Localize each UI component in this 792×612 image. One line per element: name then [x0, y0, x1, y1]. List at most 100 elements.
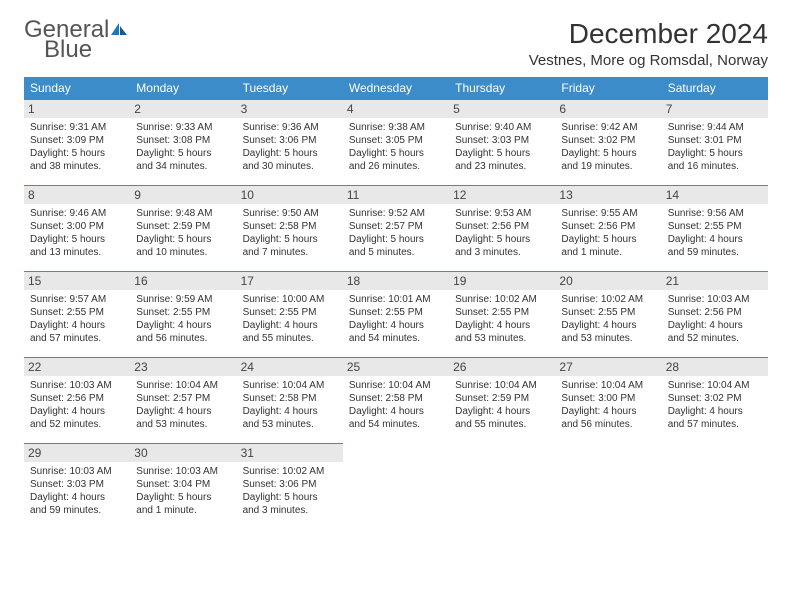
- daylight-text: Daylight: 4 hours and 57 minutes.: [30, 319, 124, 345]
- sunset-text: Sunset: 2:59 PM: [455, 392, 549, 405]
- sunset-text: Sunset: 2:56 PM: [668, 306, 762, 319]
- sunset-text: Sunset: 3:08 PM: [136, 134, 230, 147]
- daylight-text: Daylight: 4 hours and 56 minutes.: [561, 405, 655, 431]
- sunset-text: Sunset: 2:56 PM: [561, 220, 655, 233]
- day-number: 13: [555, 186, 661, 204]
- calendar-day-cell: [343, 444, 449, 530]
- day-info: Sunrise: 10:02 AMSunset: 3:06 PMDaylight…: [243, 465, 337, 517]
- day-number: 12: [449, 186, 555, 204]
- day-number: 2: [130, 100, 236, 118]
- day-number: 22: [24, 358, 130, 376]
- sunset-text: Sunset: 2:55 PM: [561, 306, 655, 319]
- calendar-day-cell: 24 Sunrise: 10:04 AMSunset: 2:58 PMDaylig…: [237, 358, 343, 444]
- day-info: Sunrise: 10:01 AMSunset: 2:55 PMDaylight…: [349, 293, 443, 345]
- daylight-text: Daylight: 4 hours and 52 minutes.: [668, 319, 762, 345]
- daylight-text: Daylight: 5 hours and 16 minutes.: [668, 147, 762, 173]
- location-text: Vestnes, More og Romsdal, Norway: [529, 52, 768, 69]
- sunrise-text: Sunrise: 9:52 AM: [349, 207, 443, 220]
- sunrise-text: Sunrise: 9:50 AM: [243, 207, 337, 220]
- day-info: Sunrise: 10:02 AMSunset: 2:55 PMDaylight…: [561, 293, 655, 345]
- daylight-text: Daylight: 4 hours and 54 minutes.: [349, 319, 443, 345]
- calendar-day-cell: 22Sunrise: 10:03 AMSunset: 2:56 PMDaylig…: [24, 358, 130, 444]
- calendar-day-cell: 27 Sunrise: 10:04 AMSunset: 3:00 PMDaylig…: [555, 358, 661, 444]
- day-info: Sunrise: 10:04 AMSunset: 3:00 PMDaylight…: [561, 379, 655, 431]
- day-number: 4: [343, 100, 449, 118]
- day-number: 1: [24, 100, 130, 118]
- daylight-text: Daylight: 5 hours and 19 minutes.: [561, 147, 655, 173]
- sunrise-text: Sunrise: 10:03 AM: [668, 293, 762, 306]
- sunset-text: Sunset: 2:59 PM: [136, 220, 230, 233]
- sunrise-text: Sunrise: 10:04 AM: [136, 379, 230, 392]
- day-info: Sunrise: 10:02 AMSunset: 2:55 PMDaylight…: [455, 293, 549, 345]
- day-number: 8: [24, 186, 130, 204]
- sunrise-text: Sunrise: 10:04 AM: [668, 379, 762, 392]
- calendar-day-cell: 2Sunrise: 9:33 AMSunset: 3:08 PMDaylight…: [130, 100, 236, 186]
- day-number: 27: [555, 358, 661, 376]
- sunrise-text: Sunrise: 9:59 AM: [136, 293, 230, 306]
- day-info: Sunrise: 9:42 AMSunset: 3:02 PMDaylight:…: [561, 121, 655, 173]
- sunset-text: Sunset: 3:02 PM: [668, 392, 762, 405]
- sunset-text: Sunset: 2:58 PM: [349, 392, 443, 405]
- calendar-day-cell: 19Sunrise: 10:02 AMSunset: 2:55 PMDaylig…: [449, 272, 555, 358]
- day-info: Sunrise: 9:48 AMSunset: 2:59 PMDaylight:…: [136, 207, 230, 259]
- sunrise-text: Sunrise: 10:04 AM: [349, 379, 443, 392]
- logo-word2: Blue: [44, 36, 92, 63]
- daylight-text: Daylight: 5 hours and 5 minutes.: [349, 233, 443, 259]
- day-number: 23: [130, 358, 236, 376]
- day-info: Sunrise: 10:04 AMSunset: 2:58 PMDaylight…: [243, 379, 337, 431]
- sunrise-text: Sunrise: 9:44 AM: [668, 121, 762, 134]
- weekday-header: Thursday: [449, 77, 555, 100]
- sunset-text: Sunset: 2:55 PM: [455, 306, 549, 319]
- calendar-week-row: 1Sunrise: 9:31 AMSunset: 3:09 PMDaylight…: [24, 100, 768, 186]
- day-number: 31: [237, 444, 343, 462]
- day-number: 10: [237, 186, 343, 204]
- calendar-table: Sunday Monday Tuesday Wednesday Thursday…: [24, 77, 768, 530]
- sunrise-text: Sunrise: 10:01 AM: [349, 293, 443, 306]
- day-info: Sunrise: 10:04 AMSunset: 2:57 PMDaylight…: [136, 379, 230, 431]
- sunset-text: Sunset: 3:01 PM: [668, 134, 762, 147]
- sunset-text: Sunset: 3:03 PM: [455, 134, 549, 147]
- daylight-text: Daylight: 4 hours and 59 minutes.: [30, 491, 124, 517]
- sunset-text: Sunset: 2:55 PM: [668, 220, 762, 233]
- calendar-day-cell: 30Sunrise: 10:03 AMSunset: 3:04 PMDaylig…: [130, 444, 236, 530]
- day-number: 6: [555, 100, 661, 118]
- sunrise-text: Sunrise: 9:46 AM: [30, 207, 124, 220]
- sunset-text: Sunset: 2:57 PM: [136, 392, 230, 405]
- daylight-text: Daylight: 5 hours and 10 minutes.: [136, 233, 230, 259]
- calendar-day-cell: 5Sunrise: 9:40 AMSunset: 3:03 PMDaylight…: [449, 100, 555, 186]
- daylight-text: Daylight: 4 hours and 56 minutes.: [136, 319, 230, 345]
- header: General Blue December 2024 Vestnes, More…: [24, 18, 768, 69]
- weekday-header: Wednesday: [343, 77, 449, 100]
- calendar-day-cell: 9Sunrise: 9:48 AMSunset: 2:59 PMDaylight…: [130, 186, 236, 272]
- sunrise-text: Sunrise: 9:56 AM: [668, 207, 762, 220]
- day-info: Sunrise: 9:52 AMSunset: 2:57 PMDaylight:…: [349, 207, 443, 259]
- day-info: Sunrise: 9:53 AMSunset: 2:56 PMDaylight:…: [455, 207, 549, 259]
- day-number: 14: [662, 186, 768, 204]
- sunset-text: Sunset: 3:06 PM: [243, 134, 337, 147]
- daylight-text: Daylight: 4 hours and 53 minutes.: [243, 405, 337, 431]
- sunrise-text: Sunrise: 9:55 AM: [561, 207, 655, 220]
- sunset-text: Sunset: 2:58 PM: [243, 220, 337, 233]
- daylight-text: Daylight: 5 hours and 7 minutes.: [243, 233, 337, 259]
- day-info: Sunrise: 10:04 AMSunset: 2:59 PMDaylight…: [455, 379, 549, 431]
- calendar-day-cell: 11Sunrise: 9:52 AMSunset: 2:57 PMDayligh…: [343, 186, 449, 272]
- day-number: 24: [237, 358, 343, 376]
- sunrise-text: Sunrise: 9:48 AM: [136, 207, 230, 220]
- weekday-header-row: Sunday Monday Tuesday Wednesday Thursday…: [24, 77, 768, 100]
- daylight-text: Daylight: 4 hours and 55 minutes.: [455, 405, 549, 431]
- day-number: 29: [24, 444, 130, 462]
- weekday-header: Saturday: [662, 77, 768, 100]
- day-number: 25: [343, 358, 449, 376]
- sunset-text: Sunset: 3:02 PM: [561, 134, 655, 147]
- sunset-text: Sunset: 2:56 PM: [30, 392, 124, 405]
- weekday-header: Tuesday: [237, 77, 343, 100]
- day-info: Sunrise: 9:55 AMSunset: 2:56 PMDaylight:…: [561, 207, 655, 259]
- day-info: Sunrise: 10:04 AMSunset: 2:58 PMDaylight…: [349, 379, 443, 431]
- calendar-day-cell: [449, 444, 555, 530]
- calendar-day-cell: 28Sunrise: 10:04 AMSunset: 3:02 PMDaylig…: [662, 358, 768, 444]
- sunset-text: Sunset: 3:00 PM: [30, 220, 124, 233]
- calendar-day-cell: 21Sunrise: 10:03 AMSunset: 2:56 PMDaylig…: [662, 272, 768, 358]
- calendar-day-cell: 1Sunrise: 9:31 AMSunset: 3:09 PMDaylight…: [24, 100, 130, 186]
- daylight-text: Daylight: 4 hours and 53 minutes.: [455, 319, 549, 345]
- daylight-text: Daylight: 5 hours and 1 minute.: [561, 233, 655, 259]
